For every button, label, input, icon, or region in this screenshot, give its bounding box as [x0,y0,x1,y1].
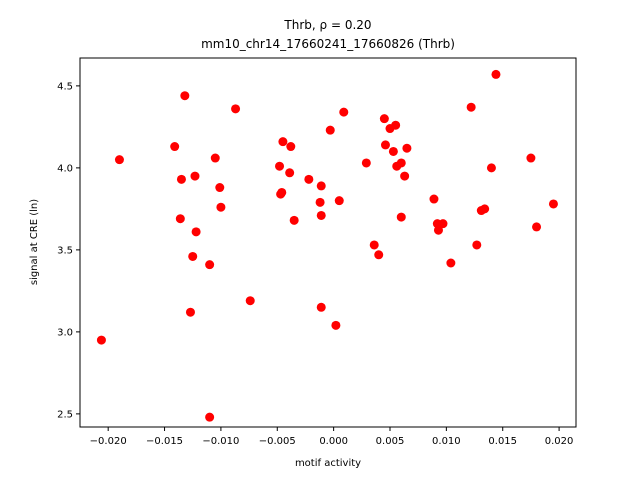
data-point [334,196,344,206]
data-point [396,158,406,168]
x-axis-label: motif activity [295,458,361,469]
data-point [379,114,389,124]
data-point [304,174,314,184]
data-point [429,194,439,204]
chart-title-line2: mm10_chr14_17660241_17660826 (Thrb) [201,37,455,51]
data-point [215,183,225,193]
data-point [176,174,186,184]
data-point [315,197,325,207]
x-tick-label: 0.005 [376,436,405,447]
data-point [180,91,190,101]
y-tick-label: 3.5 [57,245,73,256]
data-point [400,171,410,181]
data-point [114,155,124,165]
y-axis-label: signal at CRE (ln) [29,199,40,285]
data-point [548,199,558,209]
data-point [205,260,215,270]
x-tick-label: 0.010 [432,436,461,447]
data-point [170,142,180,152]
data-point [96,335,106,345]
data-point [339,107,349,117]
data-point [402,143,412,153]
data-point [446,258,456,268]
data-point [289,215,299,225]
data-point [526,153,536,163]
x-tick-label: 0.000 [319,436,348,447]
data-point [374,250,384,260]
data-point [331,320,341,330]
data-points [96,69,558,422]
data-point [388,146,398,156]
data-point [486,163,496,173]
x-tick-label: −0.015 [146,436,183,447]
data-point [275,161,285,171]
data-point [286,142,296,152]
data-point [532,222,542,232]
data-point [231,104,241,114]
data-point [396,212,406,222]
x-tick-label: −0.020 [90,436,127,447]
data-point [361,158,371,168]
x-axis-ticks: −0.020 −0.015 −0.010 −0.005 0.000 0.005 0.010 0… [90,427,574,447]
y-tick-label: 2.5 [57,409,73,420]
y-axis-ticks: 2.5 3.0 3.5 4.0 4.5 [57,81,80,420]
data-point [185,307,195,317]
data-point [491,69,501,79]
y-tick-label: 4.5 [57,81,73,92]
y-tick-label: 4.0 [57,163,73,174]
data-point [191,227,201,237]
data-point [433,225,443,235]
x-tick-label: −0.010 [202,436,239,447]
data-point [245,296,255,306]
data-point [216,202,226,212]
y-tick-label: 3.0 [57,327,73,338]
data-point [175,214,185,224]
data-point [325,125,335,135]
data-point [316,302,326,312]
data-point [391,120,401,130]
data-point [316,181,326,191]
data-point [285,168,295,178]
data-point [210,153,220,163]
data-point [472,240,482,250]
data-point [316,210,326,220]
data-point [278,137,288,147]
data-point [277,187,287,197]
data-point [466,102,476,112]
x-tick-label: 0.015 [488,436,517,447]
data-point [438,219,448,229]
x-tick-label: 0.020 [545,436,574,447]
chart-title-line1: Thrb, ρ = 0.20 [283,18,371,32]
data-point [205,412,215,422]
x-tick-label: −0.005 [259,436,296,447]
data-point [369,240,379,250]
data-point [190,171,200,181]
plot-area-frame [79,57,577,428]
data-point [480,204,490,214]
data-point [188,251,198,261]
data-point [380,140,390,150]
